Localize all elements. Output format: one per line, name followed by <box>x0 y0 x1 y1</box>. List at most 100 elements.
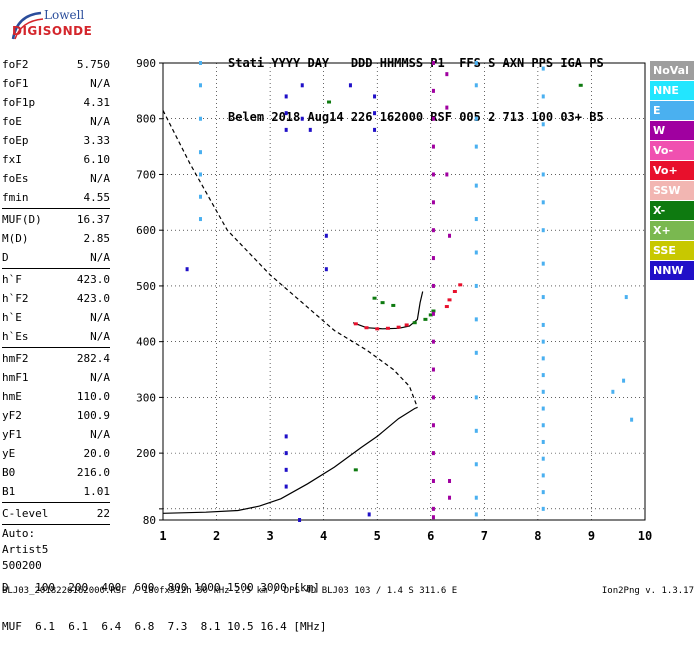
echo-point <box>431 506 435 511</box>
parameter-name: h`F2 <box>2 292 29 305</box>
echo-point <box>308 127 312 132</box>
parameter-row: B1 1.01 <box>2 482 110 501</box>
parameter-value: 282.4 <box>76 352 110 365</box>
version-info: Ion2Png v. 1.3.17 <box>601 586 694 596</box>
echo-point <box>385 326 390 330</box>
echo-point <box>541 423 545 428</box>
x-tick-label: 1 <box>159 529 166 543</box>
echo-point <box>541 439 545 444</box>
y-tick-label: 700 <box>136 168 156 181</box>
echo-point <box>445 172 449 177</box>
echo-point <box>284 467 288 472</box>
x-tick-label: 8 <box>534 529 541 543</box>
polarization-legend: NoVal NNE E W Vo- Vo+ SSW X- X+ SSE NNW <box>650 61 694 281</box>
muf-row: MUF 6.1 6.1 6.4 6.8 7.3 8.1 10.5 16.4 [M… <box>2 620 327 633</box>
echo-point <box>622 378 626 383</box>
echo-point <box>375 327 380 331</box>
profile-line <box>352 291 424 330</box>
echo-point <box>284 434 288 439</box>
legend-item: SSE <box>650 241 694 260</box>
echo-point <box>324 267 328 272</box>
echo-point <box>474 83 478 88</box>
echo-point <box>373 127 377 132</box>
echo-point <box>431 423 435 428</box>
legend-item: SSW <box>650 181 694 200</box>
parameter-name: fxI <box>2 153 22 166</box>
echo-point <box>445 72 449 77</box>
parameter-group: hmF2 282.4 hmF1 N/A hmE 110.0 yF2 100.9 yF1 N/A yE… <box>2 349 110 501</box>
echo-point <box>327 100 332 104</box>
x-tick-label: 5 <box>374 529 381 543</box>
plot-frame <box>162 62 646 521</box>
autoscaling-info: Auto: Artist5 500200 <box>2 526 110 574</box>
echo-point <box>431 283 435 288</box>
echo-point <box>448 233 452 238</box>
parameter-value: 2.85 <box>83 232 111 245</box>
parameter-name: h`E <box>2 311 22 324</box>
echo-point <box>431 61 435 65</box>
x-tick-label: 9 <box>588 529 595 543</box>
echo-point <box>541 389 545 394</box>
echo-point <box>541 473 545 478</box>
divider <box>2 208 110 209</box>
parameter-name: hmF1 <box>2 371 29 384</box>
parameter-value: 423.0 <box>76 292 110 305</box>
ionogram-plot: 1 2 3 4 5 6 7 8 9 10 80 200 300 400 500 600 700 800 900 <box>136 57 652 543</box>
y-tick-label: 80 <box>143 514 156 527</box>
echo-point <box>474 495 478 500</box>
echo-point <box>474 395 478 400</box>
echo-point <box>423 317 428 321</box>
legend-item: X- <box>650 201 694 220</box>
echo-point <box>431 451 435 456</box>
echo-point <box>348 83 352 88</box>
logo-lowell-text: Lowell <box>44 8 85 22</box>
parameter-row: foF2 5.750 <box>2 55 110 74</box>
echo-point <box>364 326 369 330</box>
echo-point <box>431 200 435 205</box>
echo-point <box>284 94 288 99</box>
x-tick-label: 6 <box>427 529 434 543</box>
echo-point <box>198 194 202 199</box>
echo-point <box>431 256 435 261</box>
parameter-row: MUF(D) 16.37 <box>2 210 110 229</box>
parameter-value: N/A <box>90 77 110 90</box>
echo-point <box>198 83 202 88</box>
echo-point <box>444 305 449 309</box>
parameter-group: MUF(D) 16.37 M(D) 2.85 D N/A <box>2 210 110 267</box>
divider <box>2 524 110 525</box>
echo-point <box>448 495 452 500</box>
auto-label: Auto: <box>2 527 36 540</box>
echo-point <box>541 261 545 266</box>
echo-point <box>474 183 478 188</box>
echo-point <box>185 267 189 272</box>
echo-point <box>541 228 545 233</box>
parameter-name: D <box>2 251 9 264</box>
echo-point <box>630 417 634 422</box>
parameter-name: hmF2 <box>2 352 29 365</box>
echo-point <box>431 88 435 93</box>
parameter-value: N/A <box>90 172 110 185</box>
echo-point <box>431 395 435 400</box>
echo-point <box>404 323 409 327</box>
parameter-group: C-level 22 <box>2 504 110 523</box>
echo-point <box>541 122 545 127</box>
echo-point <box>300 116 304 121</box>
echo-point <box>474 61 478 65</box>
y-tick-label: 600 <box>136 224 156 237</box>
echo-point <box>300 83 304 88</box>
echo-point <box>541 356 545 361</box>
echo-point <box>324 233 328 238</box>
echo-point <box>353 468 358 472</box>
echo-point <box>372 296 377 300</box>
echo-point <box>541 172 545 177</box>
parameter-name: MUF(D) <box>2 213 42 226</box>
distance-row: D 100 200 400 600 800 1000 1500 3000 [km… <box>2 581 320 594</box>
echo-point <box>431 311 435 316</box>
echo-point <box>458 283 463 287</box>
echo-point <box>452 290 457 293</box>
echo-point <box>431 144 435 149</box>
divider <box>2 347 110 348</box>
echo-point <box>428 313 433 317</box>
y-tick-label: 400 <box>136 336 156 349</box>
parameter-value: 22 <box>96 507 110 520</box>
